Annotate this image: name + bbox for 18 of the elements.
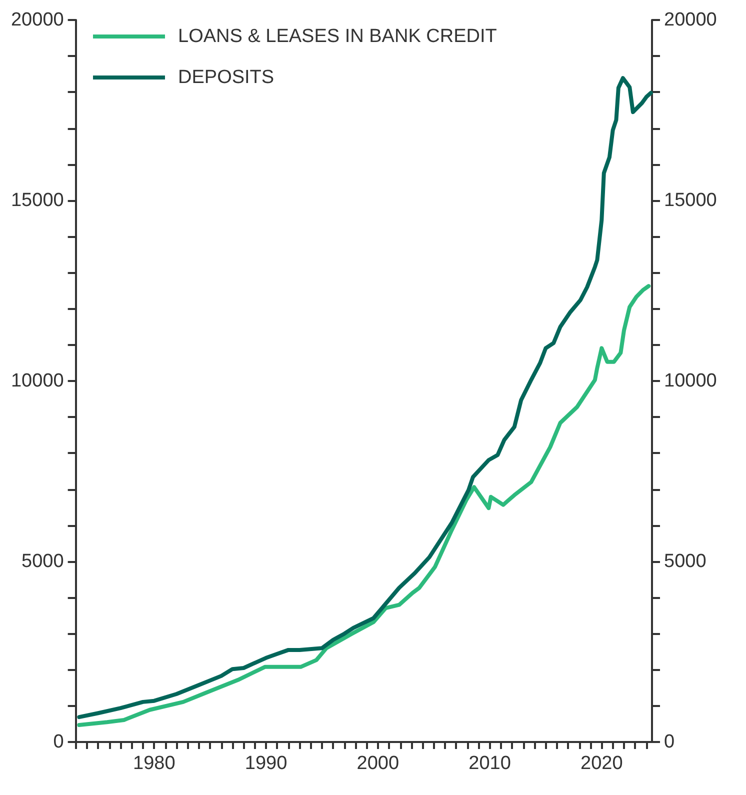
y-tick-label: 20000 — [10, 10, 64, 30]
x-tick-label: 1990 — [244, 753, 288, 774]
y-tick-label: 10000 — [10, 370, 64, 392]
y2-tick-label: 20000 — [664, 10, 717, 30]
line-series — [77, 284, 651, 728]
y2-tick-label: 15000 — [664, 190, 717, 211]
x-tick-label: 2010 — [468, 753, 511, 774]
y2-tick-label: 0 — [664, 732, 675, 752]
x-tick-label: 2020 — [580, 753, 623, 774]
legend-label: LOANS & LEASES IN BANK CREDIT — [178, 26, 498, 47]
y-tick-label: 0 — [53, 732, 64, 752]
legend-label: DEPOSITS — [178, 67, 274, 88]
y2-tick-label: 5000 — [664, 551, 706, 572]
y-tick-label: 15000 — [10, 190, 64, 211]
y2-tick-label: 10000 — [664, 370, 717, 392]
x-tick-label: 1980 — [133, 753, 176, 774]
y-tick-label: 5000 — [22, 551, 64, 572]
x-tick-label: 2000 — [356, 753, 400, 774]
